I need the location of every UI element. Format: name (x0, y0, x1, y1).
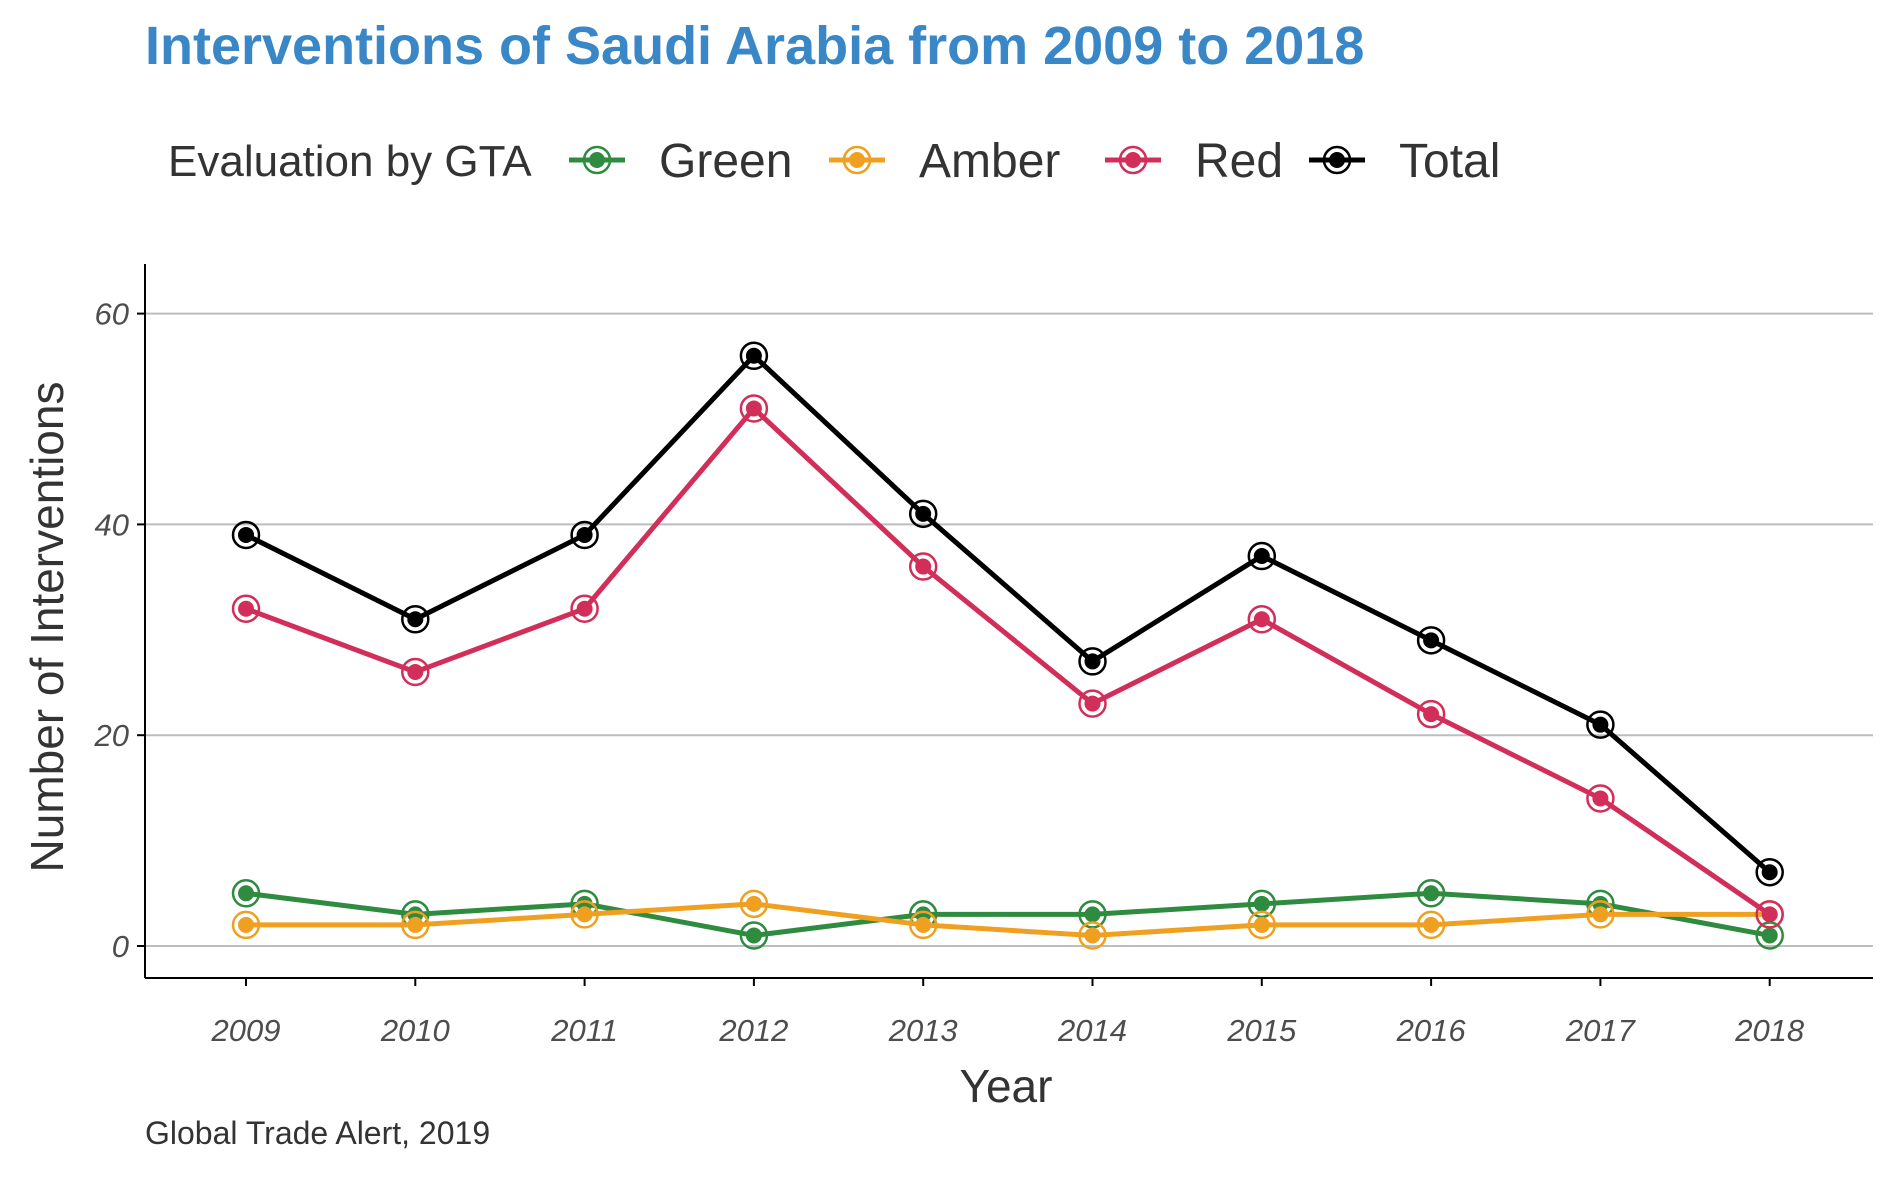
data-point-green-2009 (231, 879, 261, 908)
data-point-amber-2015 (1247, 910, 1277, 940)
legend-key-marker-green (582, 145, 612, 175)
data-point-red-2015 (1247, 605, 1277, 634)
data-point-amber-2017 (1586, 900, 1615, 929)
legend-key-marker-total (1322, 145, 1352, 175)
data-point-green-2014 (1078, 900, 1107, 929)
series-line-amber (246, 901, 1770, 938)
y-tick-label-0: 0 (112, 929, 129, 964)
data-point-total-2014 (1078, 647, 1107, 676)
legend-item-total: Total (1309, 135, 1500, 188)
legend-item-red: Red (1105, 135, 1283, 188)
data-point-green-2015 (1247, 889, 1277, 919)
x-tick-label-2009: 2009 (211, 1013, 281, 1048)
data-point-red-2017 (1586, 784, 1615, 813)
series-red (231, 394, 1784, 929)
x-tick-label-2016: 2016 (1396, 1013, 1467, 1048)
series-line-red (245, 405, 1772, 917)
data-point-red-2018 (1755, 900, 1784, 929)
legend-label-red: Red (1195, 135, 1283, 188)
x-tick-label-2014: 2014 (1057, 1013, 1127, 1048)
x-tick-label-2017: 2017 (1565, 1013, 1637, 1048)
data-point-red-2013 (908, 552, 938, 581)
data-point-total-2011 (570, 520, 599, 550)
axes: 0 20 40 60 2009 2010 2011 2012 2013 2014 2015 2016 2… (94, 264, 1873, 1048)
legend-item-green: Green (569, 135, 792, 188)
data-point-total-2015 (1247, 541, 1277, 571)
legend-title: Evaluation by GTA (168, 137, 532, 186)
data-point-green-2012 (739, 921, 769, 950)
data-point-total-2012 (739, 341, 769, 371)
x-tick-label-2012: 2012 (718, 1013, 788, 1048)
chart-title: Interventions of Saudi Arabia from 2009 … (145, 16, 1364, 76)
legend-key-marker-amber (842, 145, 872, 175)
data-point-amber-2010 (401, 910, 430, 940)
data-point-red-2016 (1416, 699, 1446, 729)
x-tick-label-2015: 2015 (1226, 1013, 1297, 1048)
data-point-total-2018 (1755, 857, 1784, 887)
grid-lines (145, 312, 1873, 947)
x-tick-label-2013: 2013 (888, 1013, 958, 1048)
legend-label-total: Total (1399, 135, 1500, 188)
series-line-green (245, 890, 1771, 938)
x-tick-label-2010: 2010 (380, 1013, 450, 1048)
data-point-total-2010 (401, 605, 430, 634)
legend-label-green: Green (659, 135, 792, 188)
x-tick-label-2018: 2018 (1734, 1013, 1805, 1048)
data-point-red-2011 (570, 594, 599, 623)
x-tick-label-2011: 2011 (550, 1013, 618, 1048)
data-point-green-2018 (1755, 921, 1784, 950)
data-point-amber-2012 (739, 889, 769, 919)
data-point-amber-2016 (1416, 910, 1446, 940)
data-point-amber-2011 (570, 900, 599, 929)
data-point-amber-2014 (1078, 921, 1107, 950)
series-group (231, 341, 1784, 950)
legend: Evaluation by GTA Green Amber Red Total (168, 135, 1500, 188)
y-tick-label-40: 40 (95, 507, 129, 542)
data-point-red-2010 (401, 657, 430, 687)
series-green (231, 879, 1784, 950)
caption: Global Trade Alert, 2019 (145, 1115, 490, 1151)
series-line-total (244, 353, 1772, 875)
legend-key-marker-red (1118, 145, 1148, 175)
x-axis-title: Year (960, 1060, 1053, 1112)
data-point-red-2014 (1078, 689, 1107, 718)
data-point-total-2013 (908, 499, 938, 529)
data-point-total-2017 (1586, 710, 1615, 739)
y-tick-label-20: 20 (94, 718, 129, 753)
data-point-amber-2009 (231, 910, 261, 940)
legend-item-amber: Amber (829, 135, 1060, 188)
data-point-red-2012 (739, 394, 769, 423)
data-point-red-2009 (231, 594, 261, 623)
data-point-total-2016 (1416, 626, 1446, 655)
series-total (231, 341, 1784, 887)
y-tick-label-60: 60 (95, 297, 129, 332)
data-point-amber-2013 (908, 910, 938, 940)
data-point-green-2016 (1416, 879, 1446, 908)
legend-label-amber: Amber (919, 135, 1060, 188)
data-point-total-2009 (231, 520, 261, 550)
y-axis-title: Number of Interventions (21, 382, 73, 873)
